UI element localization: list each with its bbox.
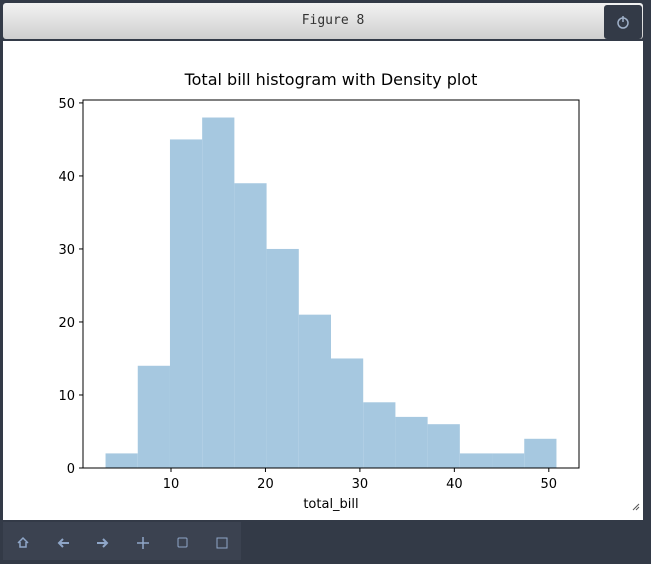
back-button[interactable] <box>57 538 69 548</box>
title-bar: Figure 8 <box>3 3 643 39</box>
zoom-button[interactable] <box>177 537 188 548</box>
bar <box>266 248 299 468</box>
close-button[interactable] <box>604 5 642 39</box>
x-axis-label: total_bill <box>303 497 358 512</box>
bar <box>298 314 331 468</box>
y-tick-label: 20 <box>58 316 75 331</box>
pan-button[interactable] <box>137 537 149 549</box>
home-button[interactable] <box>17 536 29 548</box>
bar <box>459 453 493 468</box>
chart-title: Total bill histogram with Density plot <box>184 70 478 89</box>
chart: Total bill histogram with Density plot t… <box>3 41 643 520</box>
bar <box>234 183 267 468</box>
bar <box>492 453 525 468</box>
y-tick-label: 0 <box>67 462 75 477</box>
y-tick-label: 50 <box>58 97 75 112</box>
y-tick-label: 10 <box>58 389 75 404</box>
toolbar <box>3 522 241 560</box>
bar <box>524 438 557 468</box>
plot-frame <box>82 99 580 469</box>
forward-button[interactable] <box>97 538 109 548</box>
x-tick-label: 50 <box>541 477 558 492</box>
x-tick-label: 30 <box>352 477 369 492</box>
bar <box>137 365 170 468</box>
bar <box>202 117 235 469</box>
y-tick-label: 40 <box>58 170 75 185</box>
save-button[interactable] <box>216 537 228 549</box>
resize-grip <box>632 503 640 511</box>
bar <box>363 402 396 468</box>
bar <box>331 358 364 468</box>
bar <box>169 139 203 468</box>
x-tick-label: 10 <box>163 477 180 492</box>
bar <box>105 453 138 468</box>
bar <box>395 416 428 468</box>
y-tick-label: 30 <box>58 243 75 258</box>
x-tick-label: 40 <box>446 477 463 492</box>
bar <box>427 424 460 468</box>
x-tick-label: 20 <box>257 477 274 492</box>
window-title: Figure 8 <box>301 13 365 28</box>
